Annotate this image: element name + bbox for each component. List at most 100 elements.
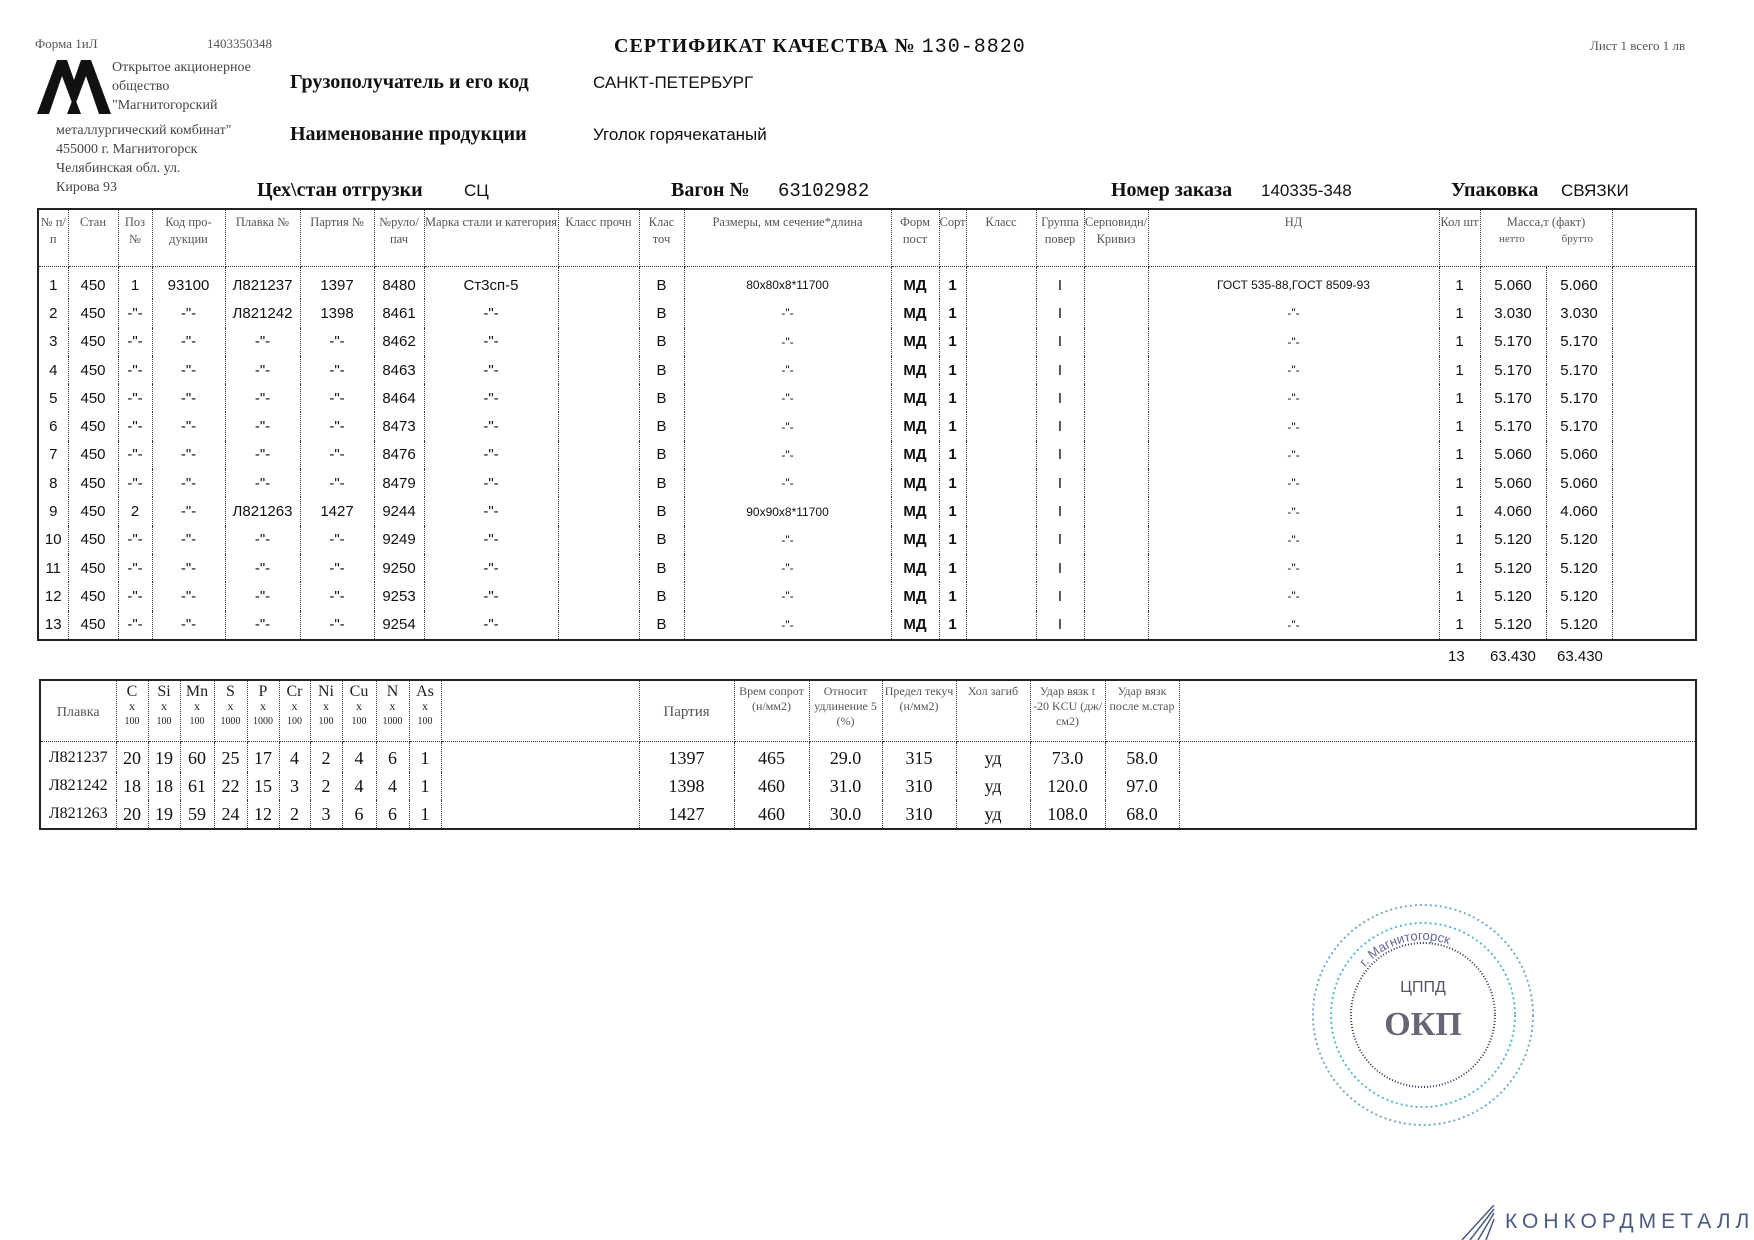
table-cell: 450 [67, 266, 119, 300]
shop-value: СЦ [464, 181, 489, 200]
table-cell [557, 299, 640, 328]
table-row: 5 450 -"- -"- -"- -"- 8464 -"- В -"- МД 1 I -"- 1 5.170… [37, 384, 1697, 413]
chemistry-value: 24 [213, 800, 248, 829]
table-cell: МД [890, 412, 940, 441]
table-cell: -"- [224, 440, 301, 470]
table-cell: -"- [117, 384, 153, 413]
table-cell [1178, 800, 1697, 829]
table-cell: -"- [117, 610, 153, 640]
table-cell: В [638, 440, 685, 470]
table-header-row: № п/п Стан Поз № Код про-дукции Плавка № Парт… [37, 208, 1697, 267]
table-cell [1611, 469, 1697, 498]
table-cell [557, 440, 640, 470]
table-cell [1178, 741, 1697, 772]
table-cell: 1 [1438, 469, 1481, 498]
mechanical-header: Предел текуч (н/мм2) [881, 679, 957, 742]
table-cell [965, 497, 1037, 526]
column-header: Класс прочн [557, 208, 640, 267]
table-cell: 5.060 [1479, 266, 1547, 300]
table-cell: 9254 [373, 610, 425, 640]
mechanical-value: 460 [733, 800, 810, 829]
table-cell: В [638, 327, 685, 356]
product-value: Уголок горячекатаный [593, 125, 767, 144]
table-cell: 3.030 [1479, 299, 1547, 328]
table-cell: 8473 [373, 412, 425, 441]
table-cell: 1 [938, 553, 967, 583]
table-cell: 5.120 [1545, 582, 1613, 611]
table-row: 9 450 2 -"- Л821263 1427 9244 -"- В 90x90x8*11700… [37, 497, 1697, 526]
table-row: 3 450 -"- -"- -"- -"- 8462 -"- В -"- МД 1 I -"- 1 5.170… [37, 327, 1697, 356]
mechanical-value: уд [955, 772, 1031, 800]
table-cell: -"- [1147, 553, 1440, 583]
table-cell: МД [890, 384, 940, 413]
table-cell [1083, 412, 1149, 441]
chemistry-value: 20 [115, 800, 149, 829]
table-cell: 1 [938, 610, 967, 640]
form-label: Форма 1иЛ [35, 36, 98, 51]
table-cell [1611, 440, 1697, 470]
table-cell: МД [890, 327, 940, 356]
table-cell: 450 [67, 610, 119, 640]
table-cell: -"- [423, 553, 559, 583]
table-cell: 5.060 [1479, 469, 1547, 498]
column-header: Клас точ [638, 208, 685, 267]
table-cell [1178, 772, 1697, 800]
table-cell: МД [890, 355, 940, 385]
table-cell [1611, 384, 1697, 413]
chemistry-value: 4 [341, 741, 377, 772]
table-cell: 9244 [373, 497, 425, 526]
table-cell: 93100 [151, 266, 226, 300]
table-cell: -"- [423, 355, 559, 385]
table-cell [965, 327, 1037, 356]
table-cell [965, 299, 1037, 328]
order-value: 140335-348 [1261, 181, 1352, 200]
table-cell [557, 582, 640, 611]
chemistry-value: 61 [179, 772, 215, 800]
table-cell [1611, 355, 1697, 385]
table-cell: 12 [37, 582, 69, 611]
total-net-mass: 63.430 [1490, 648, 1536, 665]
mechanical-header: Партия [638, 679, 735, 742]
table-cell [965, 384, 1037, 413]
table-cell: I [1035, 553, 1085, 583]
column-header: Серповидн/Кривиз [1083, 208, 1149, 267]
mechanical-value: 29.0 [808, 741, 883, 772]
table-cell: 9253 [373, 582, 425, 611]
table-cell: -"- [683, 582, 892, 611]
table-row: 10 450 -"- -"- -"- -"- 9249 -"- В -"- МД 1 I -"- 1 5.12… [37, 525, 1697, 554]
table-cell: I [1035, 412, 1085, 441]
mass-subheaders: нетто брутто [1481, 231, 1611, 248]
table-cell: МД [890, 469, 940, 498]
total-count: 13 [1448, 648, 1465, 665]
table-cell: -"- [423, 440, 559, 470]
chemistry-value: 1 [408, 772, 442, 800]
table-row: 1 450 1 93100 Л821237 1397 8480 Ст3сп-5 В 80x80x8… [37, 266, 1697, 300]
heat-header: Плавка [39, 679, 117, 742]
table-cell: 450 [67, 525, 119, 554]
consignee-label: Грузополучатель и его код [290, 71, 529, 93]
table-cell: -"- [117, 553, 153, 583]
table-cell: -"- [423, 525, 559, 554]
table-cell [1083, 299, 1149, 328]
table-cell: 1 [938, 355, 967, 385]
certificate-title: СЕРТИФИКАТ КАЧЕСТВА № 130-8820 [614, 35, 1026, 59]
table-cell [440, 800, 640, 829]
table-row: 6 450 -"- -"- -"- -"- 8473 -"- В -"- МД 1 I -"- 1 5.170… [37, 412, 1697, 441]
table-cell: 7 [37, 440, 69, 470]
table-cell [557, 355, 640, 385]
element-multiplier: x [323, 699, 329, 713]
element-header: Mn x 100 [179, 679, 215, 742]
element-unit: 1000 [253, 716, 273, 727]
table-cell: 8463 [373, 355, 425, 385]
table-cell: -"- [151, 355, 226, 385]
table-cell [965, 440, 1037, 470]
table-cell: 1 [1438, 497, 1481, 526]
chemistry-value: 22 [213, 772, 248, 800]
column-header: №руло/пач [373, 208, 425, 267]
table-cell: -"- [151, 327, 226, 356]
mechanical-value: 58.0 [1104, 741, 1180, 772]
element-unit: 100 [351, 716, 367, 727]
table-cell: 1 [1438, 266, 1481, 300]
